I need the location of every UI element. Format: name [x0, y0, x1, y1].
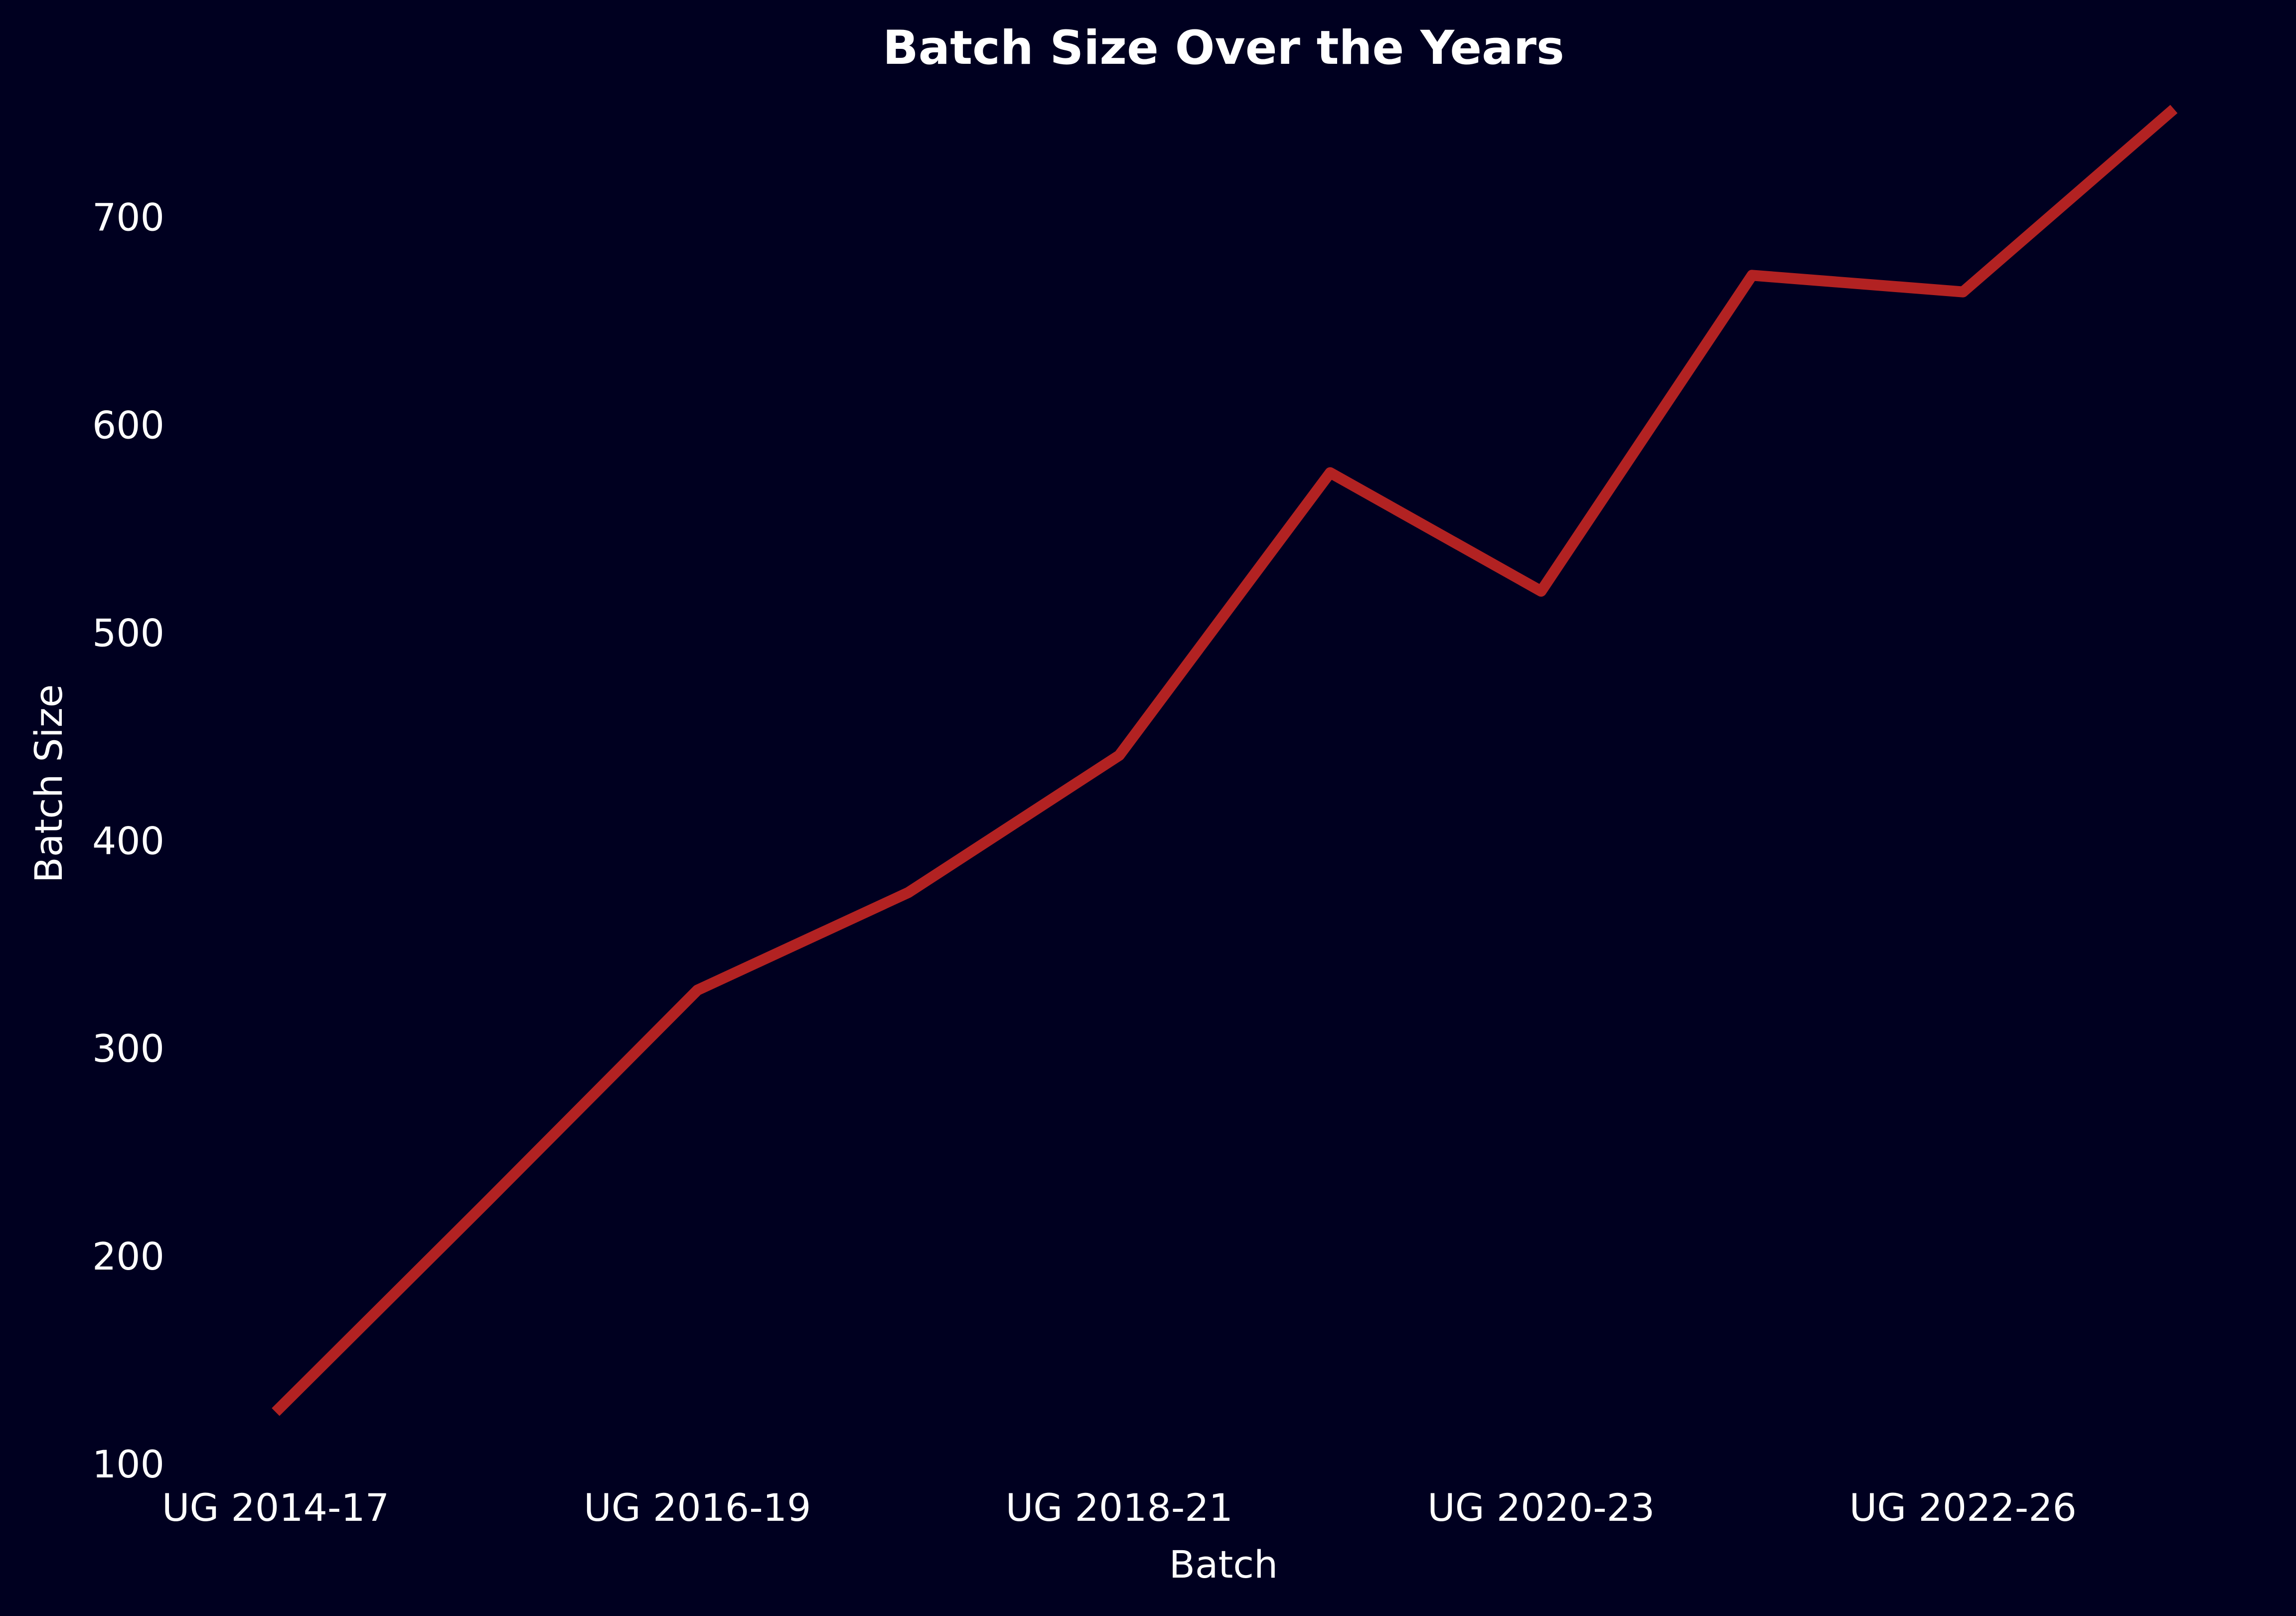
x-tick-label: UG 2016-19 [584, 1485, 811, 1530]
y-tick-label: 300 [92, 1026, 164, 1071]
y-ticks: 100 200 300 400 500 600 700 [92, 195, 164, 1487]
y-tick-label: 500 [92, 611, 164, 655]
series-line [272, 105, 2178, 1416]
x-ticks: UG 2014-17 UG 2016-19 UG 2018-21 UG 2020-23… [162, 1485, 2077, 1530]
x-tick-label: UG 2018-21 [1006, 1485, 1233, 1530]
y-tick-label: 600 [92, 403, 164, 447]
x-axis-label: Batch [1169, 1542, 1278, 1587]
y-tick-label: 200 [92, 1234, 164, 1279]
x-tick-label: UG 2020-23 [1427, 1485, 1655, 1530]
y-tick-label: 700 [92, 195, 164, 240]
x-tick-label: UG 2014-17 [162, 1485, 389, 1530]
y-axis-label: Batch Size [26, 684, 71, 883]
x-tick-label: UG 2022-26 [1849, 1485, 2077, 1530]
chart-title: Batch Size Over the Years [883, 21, 1564, 75]
series [272, 105, 2178, 1416]
y-tick-label: 400 [92, 818, 164, 863]
y-tick-label: 100 [92, 1442, 164, 1486]
